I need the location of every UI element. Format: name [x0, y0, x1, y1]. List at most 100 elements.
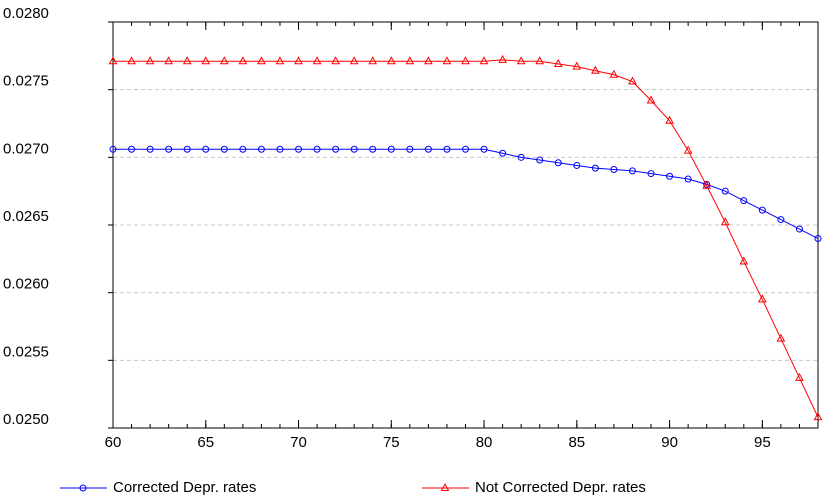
circle-marker [109, 145, 117, 153]
triangle-marker [535, 56, 545, 65]
circle-marker [777, 216, 785, 224]
triangle-marker [758, 294, 767, 303]
y-tick-label: 0.0275 [3, 73, 49, 90]
x-tick-label: 85 [568, 434, 585, 451]
triangle-marker [127, 56, 136, 65]
circle-marker [628, 167, 636, 175]
circle-marker [313, 145, 321, 153]
legend-item: Not Corrected Depr. rates [422, 479, 646, 496]
triangle-marker [368, 56, 378, 65]
y-tick-label: 0.0270 [3, 140, 49, 157]
circle-marker [295, 145, 303, 153]
circle-marker [684, 175, 692, 183]
circle-marker [758, 206, 766, 214]
legend-label: Not Corrected Depr. rates [475, 479, 646, 496]
x-tick-label: 60 [105, 434, 122, 451]
circle-marker [79, 484, 87, 492]
circle-marker [424, 145, 432, 153]
triangle-marker [498, 54, 507, 63]
circle-marker [387, 145, 395, 153]
circle-marker [257, 145, 265, 153]
y-tick-label: 0.0260 [3, 276, 49, 293]
triangle-marker [553, 58, 563, 67]
triangle-marker [591, 65, 600, 74]
circle-marker [350, 145, 358, 153]
x-tick-label: 75 [383, 434, 400, 451]
x-tick-label: 80 [476, 434, 493, 451]
triangle-marker [720, 217, 730, 226]
circle-marker [573, 161, 581, 169]
triangle-marker [331, 56, 340, 65]
circle-marker [536, 156, 544, 164]
circle-marker [146, 145, 154, 153]
series [109, 145, 822, 243]
triangle-marker [479, 56, 489, 65]
triangle-marker [572, 61, 582, 70]
circle-marker [499, 149, 507, 157]
x-tick-label: 65 [197, 434, 214, 451]
triangle-marker [238, 56, 248, 65]
y-tick-label: 0.0250 [3, 411, 49, 428]
series-line [113, 59, 819, 418]
triangle-marker [739, 256, 749, 265]
triangle-marker [386, 56, 396, 65]
circle-marker [721, 187, 729, 195]
triangle-marker [609, 69, 619, 78]
triangle-marker [776, 333, 786, 342]
triangle-marker [424, 56, 433, 65]
circle-marker [740, 197, 748, 205]
circle-marker [814, 235, 822, 243]
x-tick-label: 70 [290, 434, 307, 451]
plot-frame [112, 21, 819, 429]
triangle-marker [461, 56, 470, 65]
triangle-marker [795, 372, 804, 381]
series [108, 54, 823, 421]
circle-marker [591, 164, 599, 172]
triangle-marker [219, 56, 229, 65]
x-tick-label: 95 [754, 434, 771, 451]
triangle-marker [440, 482, 450, 491]
circle-marker [647, 170, 655, 178]
triangle-marker [516, 56, 526, 65]
circle-marker [480, 145, 488, 153]
legend-label: Corrected Depr. rates [113, 479, 256, 496]
triangle-marker [683, 145, 693, 154]
triangle-marker [628, 76, 637, 85]
circle-marker [239, 145, 247, 153]
triangle-marker [442, 56, 452, 65]
circle-marker [276, 145, 284, 153]
circle-marker [462, 145, 469, 153]
circle-marker [554, 159, 562, 167]
circle-marker [165, 145, 173, 153]
triangle-marker [201, 56, 211, 65]
triangle-marker [275, 56, 285, 65]
triangle-marker [312, 56, 322, 65]
circle-marker [332, 145, 340, 153]
circle-marker [517, 153, 525, 161]
triangle-marker [405, 56, 415, 65]
x-tick-label: 90 [661, 434, 678, 451]
circle-marker [666, 172, 674, 180]
triangle-marker [665, 115, 674, 124]
y-tick-label: 0.0265 [3, 208, 49, 225]
triangle-marker [813, 412, 823, 421]
y-tick-label: 0.0255 [3, 343, 49, 360]
triangle-marker [145, 56, 155, 65]
circle-marker [220, 145, 228, 153]
triangle-marker [294, 56, 303, 65]
circle-marker [795, 225, 803, 233]
triangle-marker [182, 56, 192, 65]
triangle-marker [108, 56, 118, 65]
circle-marker [202, 145, 210, 153]
circle-marker [610, 166, 618, 174]
y-tick-label: 0.0280 [3, 5, 49, 22]
series-line [113, 148, 819, 239]
circle-marker [443, 145, 451, 153]
circle-marker [183, 145, 191, 153]
triangle-marker [164, 56, 173, 65]
triangle-marker [257, 56, 266, 65]
circle-marker [406, 145, 414, 153]
circle-marker [369, 145, 377, 153]
triangle-marker [702, 180, 712, 189]
